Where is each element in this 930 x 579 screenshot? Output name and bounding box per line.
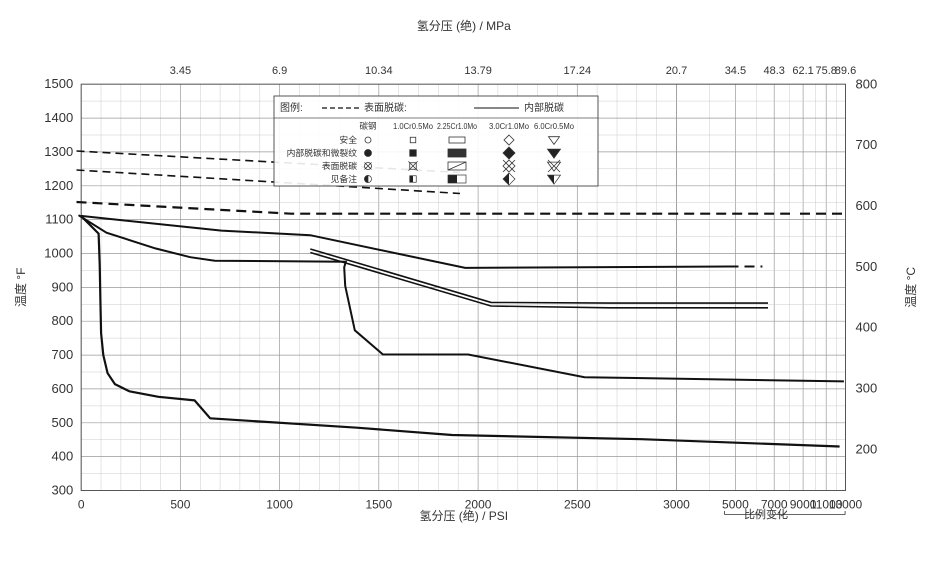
svg-text:0: 0 [78, 498, 85, 512]
svg-text:氢分压 (绝) / MPa: 氢分压 (绝) / MPa [417, 18, 511, 33]
svg-text:900: 900 [51, 279, 73, 294]
svg-text:比例变化: 比例变化 [744, 507, 788, 521]
svg-text:温度 °F: 温度 °F [13, 268, 28, 307]
svg-text:氢分压 (绝) / PSI: 氢分压 (绝) / PSI [419, 508, 508, 523]
svg-text:表面脱碳: 表面脱碳 [322, 160, 357, 171]
svg-text:内部脱碳: 内部脱碳 [524, 101, 564, 114]
svg-text:300: 300 [51, 483, 73, 498]
svg-text:1500: 1500 [365, 498, 392, 512]
svg-text:800: 800 [51, 313, 73, 328]
svg-text:1.0Cr0.5Mo: 1.0Cr0.5Mo [393, 122, 434, 131]
svg-text:1300: 1300 [44, 144, 73, 159]
svg-text:见备注: 见备注 [331, 173, 358, 184]
svg-text:13000: 13000 [829, 498, 863, 512]
svg-text:300: 300 [856, 381, 878, 396]
svg-text:200: 200 [856, 441, 878, 456]
svg-text:碳钢: 碳钢 [359, 121, 376, 131]
svg-text:2500: 2500 [564, 498, 591, 512]
svg-text:500: 500 [856, 259, 878, 274]
svg-text:1000: 1000 [44, 246, 73, 261]
svg-text:34.5: 34.5 [725, 65, 746, 77]
svg-text:400: 400 [51, 449, 73, 464]
svg-text:1400: 1400 [44, 110, 73, 125]
svg-text:10.34: 10.34 [365, 65, 393, 77]
svg-text:图例:: 图例: [280, 101, 303, 114]
svg-text:800: 800 [856, 76, 878, 91]
svg-text:3.45: 3.45 [170, 65, 191, 77]
svg-text:13.79: 13.79 [464, 65, 492, 77]
svg-text:2.25Cr1.0Mo: 2.25Cr1.0Mo [437, 122, 477, 131]
svg-text:17.24: 17.24 [564, 65, 592, 77]
svg-text:600: 600 [51, 381, 73, 396]
svg-text:400: 400 [856, 320, 878, 335]
svg-text:20.7: 20.7 [666, 65, 687, 77]
svg-text:1200: 1200 [44, 178, 73, 193]
svg-text:3.0Cr1.0Mo: 3.0Cr1.0Mo [489, 122, 530, 131]
svg-text:1500: 1500 [44, 76, 73, 91]
svg-text:75.8: 75.8 [815, 65, 836, 77]
svg-text:安全: 安全 [339, 134, 357, 145]
svg-text:600: 600 [856, 198, 878, 213]
svg-text:500: 500 [170, 498, 190, 512]
svg-text:89.6: 89.6 [835, 65, 856, 77]
svg-text:6.9: 6.9 [272, 65, 287, 77]
svg-text:500: 500 [51, 415, 73, 430]
svg-text:表面脱碳:: 表面脱碳: [364, 101, 407, 114]
svg-text:62.1: 62.1 [792, 65, 813, 77]
svg-text:1000: 1000 [266, 498, 293, 512]
svg-text:700: 700 [51, 347, 73, 362]
svg-text:48.3: 48.3 [763, 65, 784, 77]
svg-text:温度 °C: 温度 °C [903, 267, 918, 308]
svg-text:6.0Cr0.5Mo: 6.0Cr0.5Mo [534, 122, 575, 131]
svg-text:1100: 1100 [45, 212, 73, 227]
svg-text:内部脱碳和微裂纹: 内部脱碳和微裂纹 [287, 147, 358, 158]
svg-text:3000: 3000 [663, 498, 690, 512]
svg-text:700: 700 [856, 137, 878, 152]
